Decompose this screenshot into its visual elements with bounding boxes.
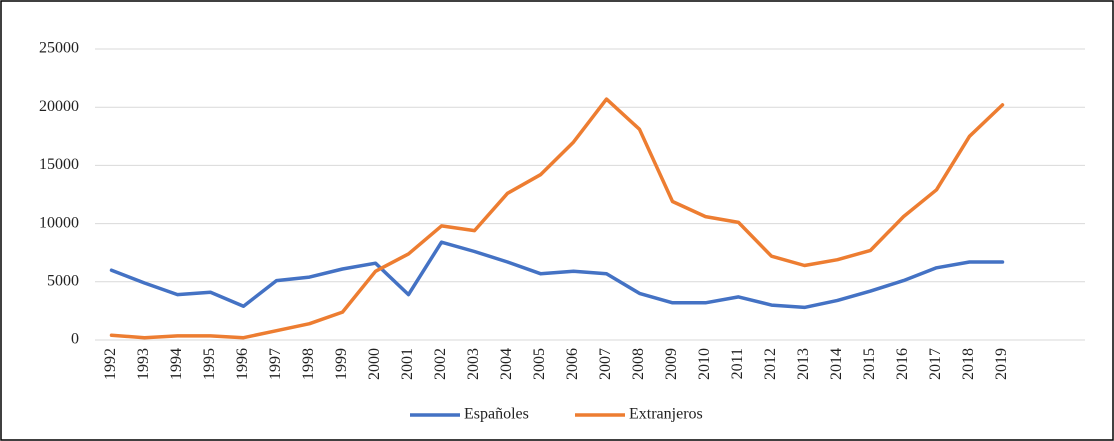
x-tick-label: 2016	[894, 348, 911, 380]
y-tick-label: 20000	[39, 98, 79, 115]
x-tick-label: 2008	[630, 348, 647, 380]
x-tick-label: 2015	[861, 348, 878, 380]
x-tick-label: 2000	[366, 348, 383, 380]
y-tick-label: 0	[71, 331, 79, 348]
x-tick-label: 2017	[927, 348, 944, 380]
x-tick-label: 1998	[300, 348, 317, 380]
x-tick-label: 2005	[531, 348, 548, 380]
y-tick-label: 5000	[47, 272, 79, 289]
x-tick-label: 1992	[102, 348, 119, 380]
x-tick-label: 2009	[663, 348, 680, 380]
x-tick-label: 1997	[267, 348, 284, 380]
y-tick-label: 25000	[39, 40, 79, 57]
x-tick-label: 2010	[696, 348, 713, 380]
x-tick-label: 2006	[564, 348, 581, 380]
x-tick-label: 1994	[168, 348, 185, 380]
x-tick-label: 2001	[399, 348, 416, 380]
x-tick-label: 2004	[498, 348, 515, 380]
legend-label: Extranjeros	[629, 406, 703, 423]
series-line	[109, 97, 1005, 340]
x-tick-label: 2012	[762, 348, 779, 380]
x-tick-label: 2018	[960, 348, 977, 380]
y-tick-label: 10000	[39, 214, 79, 231]
legend-label: Españoles	[464, 406, 529, 423]
x-tick-label: 1995	[201, 348, 218, 380]
x-tick-label: 2013	[795, 348, 812, 380]
x-tick-label: 2003	[465, 348, 482, 380]
x-tick-label: 1996	[234, 348, 251, 380]
x-tick-label: 2002	[432, 348, 449, 380]
x-tick-label: 1999	[333, 348, 350, 380]
y-tick-label: 15000	[39, 156, 79, 173]
x-tick-label: 2011	[729, 348, 746, 379]
x-tick-label: 2019	[993, 348, 1010, 380]
x-tick-label: 2014	[828, 348, 845, 380]
x-tick-label: 1993	[135, 348, 152, 380]
x-tick-label: 2007	[597, 348, 614, 380]
series-line	[109, 240, 1005, 310]
